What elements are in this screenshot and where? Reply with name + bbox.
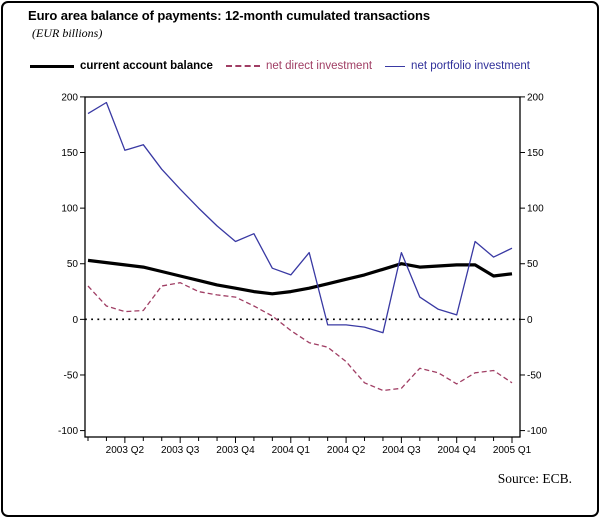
x-axis-tick-label: 2004 Q4 — [438, 445, 477, 456]
y-axis-tick-label-right: 0 — [527, 315, 533, 326]
x-axis-tick-label: 2004 Q3 — [382, 445, 421, 456]
chart-subtitle: (EUR billions) — [32, 26, 103, 40]
series-line-current-account-balance — [87, 258, 513, 296]
y-axis-tick-label-left: 50 — [67, 259, 79, 270]
y-axis-tick-label-right: -50 — [527, 370, 542, 381]
legend-item-net-direct-investment: net direct investment — [225, 60, 373, 72]
x-axis-tick-label: 2005 Q1 — [493, 445, 532, 456]
y-axis-tick-label-left: -100 — [58, 426, 78, 437]
series-line-net-direct-investment — [87, 282, 513, 392]
x-axis-tick-label: 2003 Q2 — [106, 445, 145, 456]
legend-label: net direct investment — [265, 60, 373, 72]
legend-swatch-solid-thick-icon — [30, 64, 74, 68]
series-line-net-portfolio-investment — [87, 101, 513, 334]
legend-label: current account balance — [80, 60, 213, 72]
chart-title: Euro area balance of payments: 12-month … — [28, 8, 430, 23]
y-axis-tick-label-left: 100 — [61, 204, 78, 215]
legend-item-current-account: current account balance — [30, 60, 213, 72]
y-axis-tick-label-right: 50 — [527, 259, 539, 270]
x-axis-tick-label: 2004 Q1 — [272, 445, 311, 456]
x-axis-tick-label: 2003 Q3 — [161, 445, 200, 456]
legend-swatch-dashed-icon — [225, 65, 260, 67]
y-axis-tick-label-right: 150 — [527, 148, 544, 159]
legend-label: net portfolio investment — [411, 60, 530, 72]
x-axis-tick-label: 2004 Q2 — [327, 445, 366, 456]
x-axis-tick-label: 2003 Q4 — [216, 445, 255, 456]
y-axis-tick-label-right: -100 — [527, 426, 547, 437]
y-axis-tick-label-left: 200 — [61, 92, 78, 103]
source-note: Source: ECB. — [497, 471, 572, 486]
y-axis-tick-label-left: -50 — [64, 370, 79, 381]
y-axis-tick-label-right: 200 — [527, 92, 544, 103]
y-axis-tick-label-left: 0 — [72, 315, 78, 326]
legend-item-net-portfolio-investment: net portfolio investment — [385, 60, 530, 72]
plot-frame — [84, 96, 521, 438]
legend-swatch-solid-thin-icon — [385, 65, 406, 67]
y-axis-tick-label-left: 150 — [61, 148, 78, 159]
legend: current account balance net direct inves… — [30, 60, 530, 72]
y-axis-tick-label-right: 100 — [527, 204, 544, 215]
